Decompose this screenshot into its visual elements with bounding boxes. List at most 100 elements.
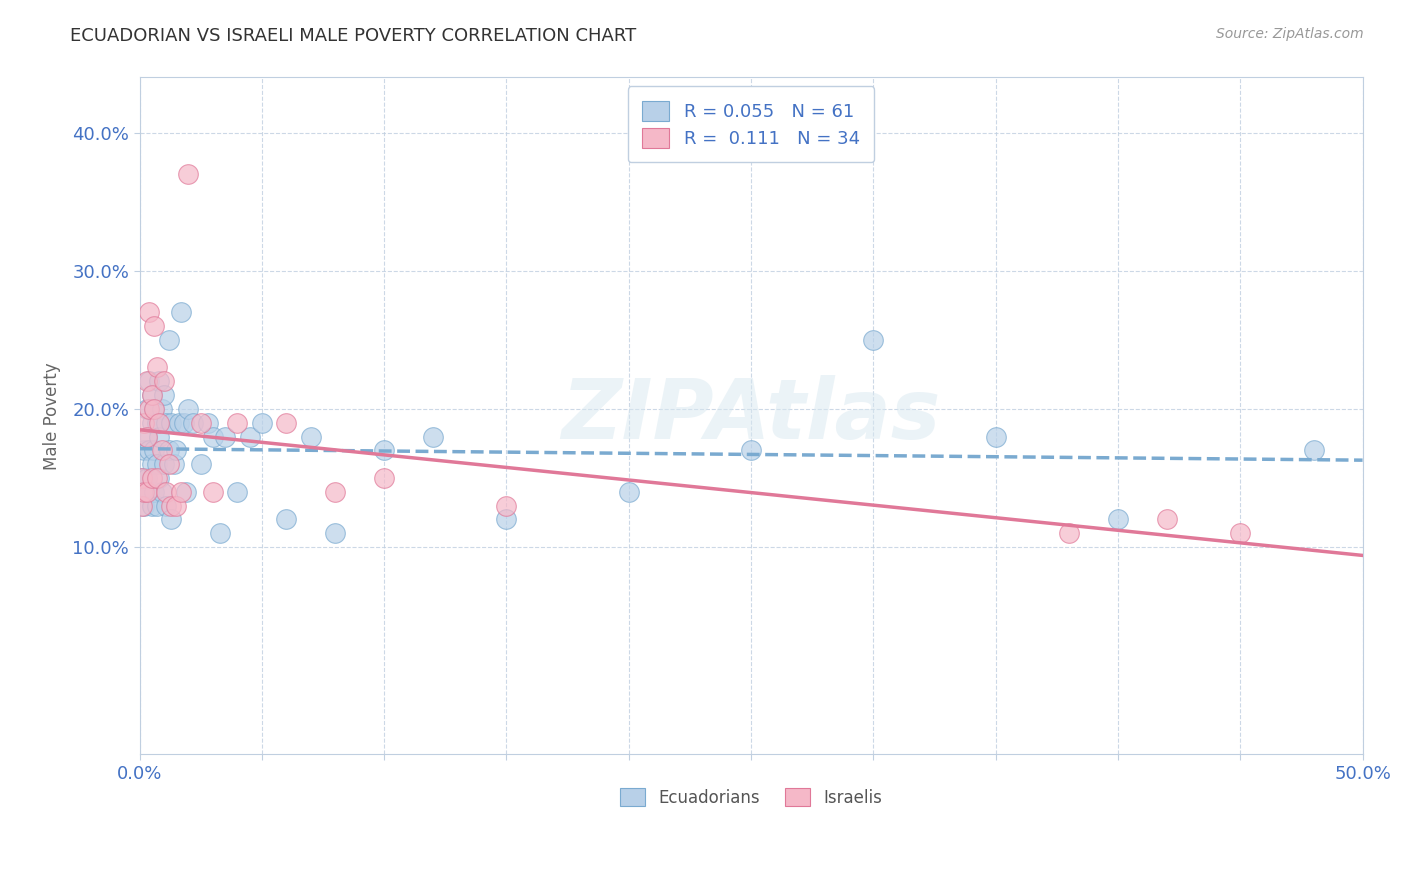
Point — [197, 416, 219, 430]
Point — [167, 416, 190, 430]
Point — [160, 416, 183, 430]
Point — [145, 416, 167, 430]
Point — [157, 333, 180, 347]
Point — [163, 457, 186, 471]
Point — [226, 416, 249, 430]
Point — [153, 388, 176, 402]
Point — [239, 429, 262, 443]
Point — [153, 457, 176, 471]
Point — [165, 443, 187, 458]
Point — [155, 416, 177, 430]
Point — [276, 416, 298, 430]
Point — [201, 484, 224, 499]
Point — [170, 484, 193, 499]
Point — [145, 471, 167, 485]
Point — [138, 305, 160, 319]
Point — [135, 429, 157, 443]
Point — [201, 429, 224, 443]
Point — [209, 526, 232, 541]
Point — [131, 471, 153, 485]
Point — [138, 401, 160, 416]
Point — [141, 499, 163, 513]
Point — [135, 471, 157, 485]
Point — [150, 443, 173, 458]
Point — [148, 471, 170, 485]
Point — [145, 457, 167, 471]
Point — [183, 416, 205, 430]
Point — [1302, 443, 1324, 458]
Point — [177, 401, 200, 416]
Point — [134, 416, 156, 430]
Point — [157, 457, 180, 471]
Point — [135, 429, 157, 443]
Point — [160, 512, 183, 526]
Point — [138, 484, 160, 499]
Point — [299, 429, 322, 443]
Point — [143, 401, 166, 416]
Point — [131, 499, 153, 513]
Point — [131, 471, 153, 485]
Point — [495, 499, 517, 513]
Point — [1156, 512, 1178, 526]
Point — [157, 443, 180, 458]
Point — [155, 499, 177, 513]
Point — [165, 499, 187, 513]
Legend: Ecuadorians, Israelis: Ecuadorians, Israelis — [613, 781, 889, 814]
Point — [190, 457, 212, 471]
Point — [170, 305, 193, 319]
Point — [135, 374, 157, 388]
Text: ZIPAtlas: ZIPAtlas — [561, 376, 941, 457]
Point — [143, 401, 166, 416]
Point — [135, 484, 157, 499]
Point — [495, 512, 517, 526]
Point — [1107, 512, 1129, 526]
Point — [173, 416, 195, 430]
Point — [148, 429, 170, 443]
Point — [141, 471, 163, 485]
Point — [214, 429, 236, 443]
Point — [148, 374, 170, 388]
Point — [190, 416, 212, 430]
Point — [1229, 526, 1251, 541]
Point — [1057, 526, 1080, 541]
Point — [134, 443, 156, 458]
Point — [138, 443, 160, 458]
Point — [177, 167, 200, 181]
Point — [155, 484, 177, 499]
Point — [153, 374, 176, 388]
Text: ECUADORIAN VS ISRAELI MALE POVERTY CORRELATION CHART: ECUADORIAN VS ISRAELI MALE POVERTY CORRE… — [70, 27, 637, 45]
Point — [323, 484, 346, 499]
Point — [135, 401, 157, 416]
Point — [276, 512, 298, 526]
Point — [160, 499, 183, 513]
Point — [143, 443, 166, 458]
Point — [226, 484, 249, 499]
Point — [143, 319, 166, 334]
Point — [422, 429, 444, 443]
Point — [131, 484, 153, 499]
Point — [150, 484, 173, 499]
Point — [134, 484, 156, 499]
Point — [984, 429, 1007, 443]
Point — [141, 388, 163, 402]
Text: Source: ZipAtlas.com: Source: ZipAtlas.com — [1216, 27, 1364, 41]
Point — [141, 388, 163, 402]
Point — [141, 416, 163, 430]
Point — [145, 499, 167, 513]
Point — [373, 443, 395, 458]
Point — [862, 333, 884, 347]
Point — [373, 471, 395, 485]
Point — [617, 484, 640, 499]
Y-axis label: Male Poverty: Male Poverty — [44, 362, 60, 469]
Point — [250, 416, 273, 430]
Point — [143, 484, 166, 499]
Point — [323, 526, 346, 541]
Point — [138, 374, 160, 388]
Point — [148, 416, 170, 430]
Point — [740, 443, 762, 458]
Point — [145, 360, 167, 375]
Point — [174, 484, 197, 499]
Point — [134, 499, 156, 513]
Point — [141, 457, 163, 471]
Point — [150, 401, 173, 416]
